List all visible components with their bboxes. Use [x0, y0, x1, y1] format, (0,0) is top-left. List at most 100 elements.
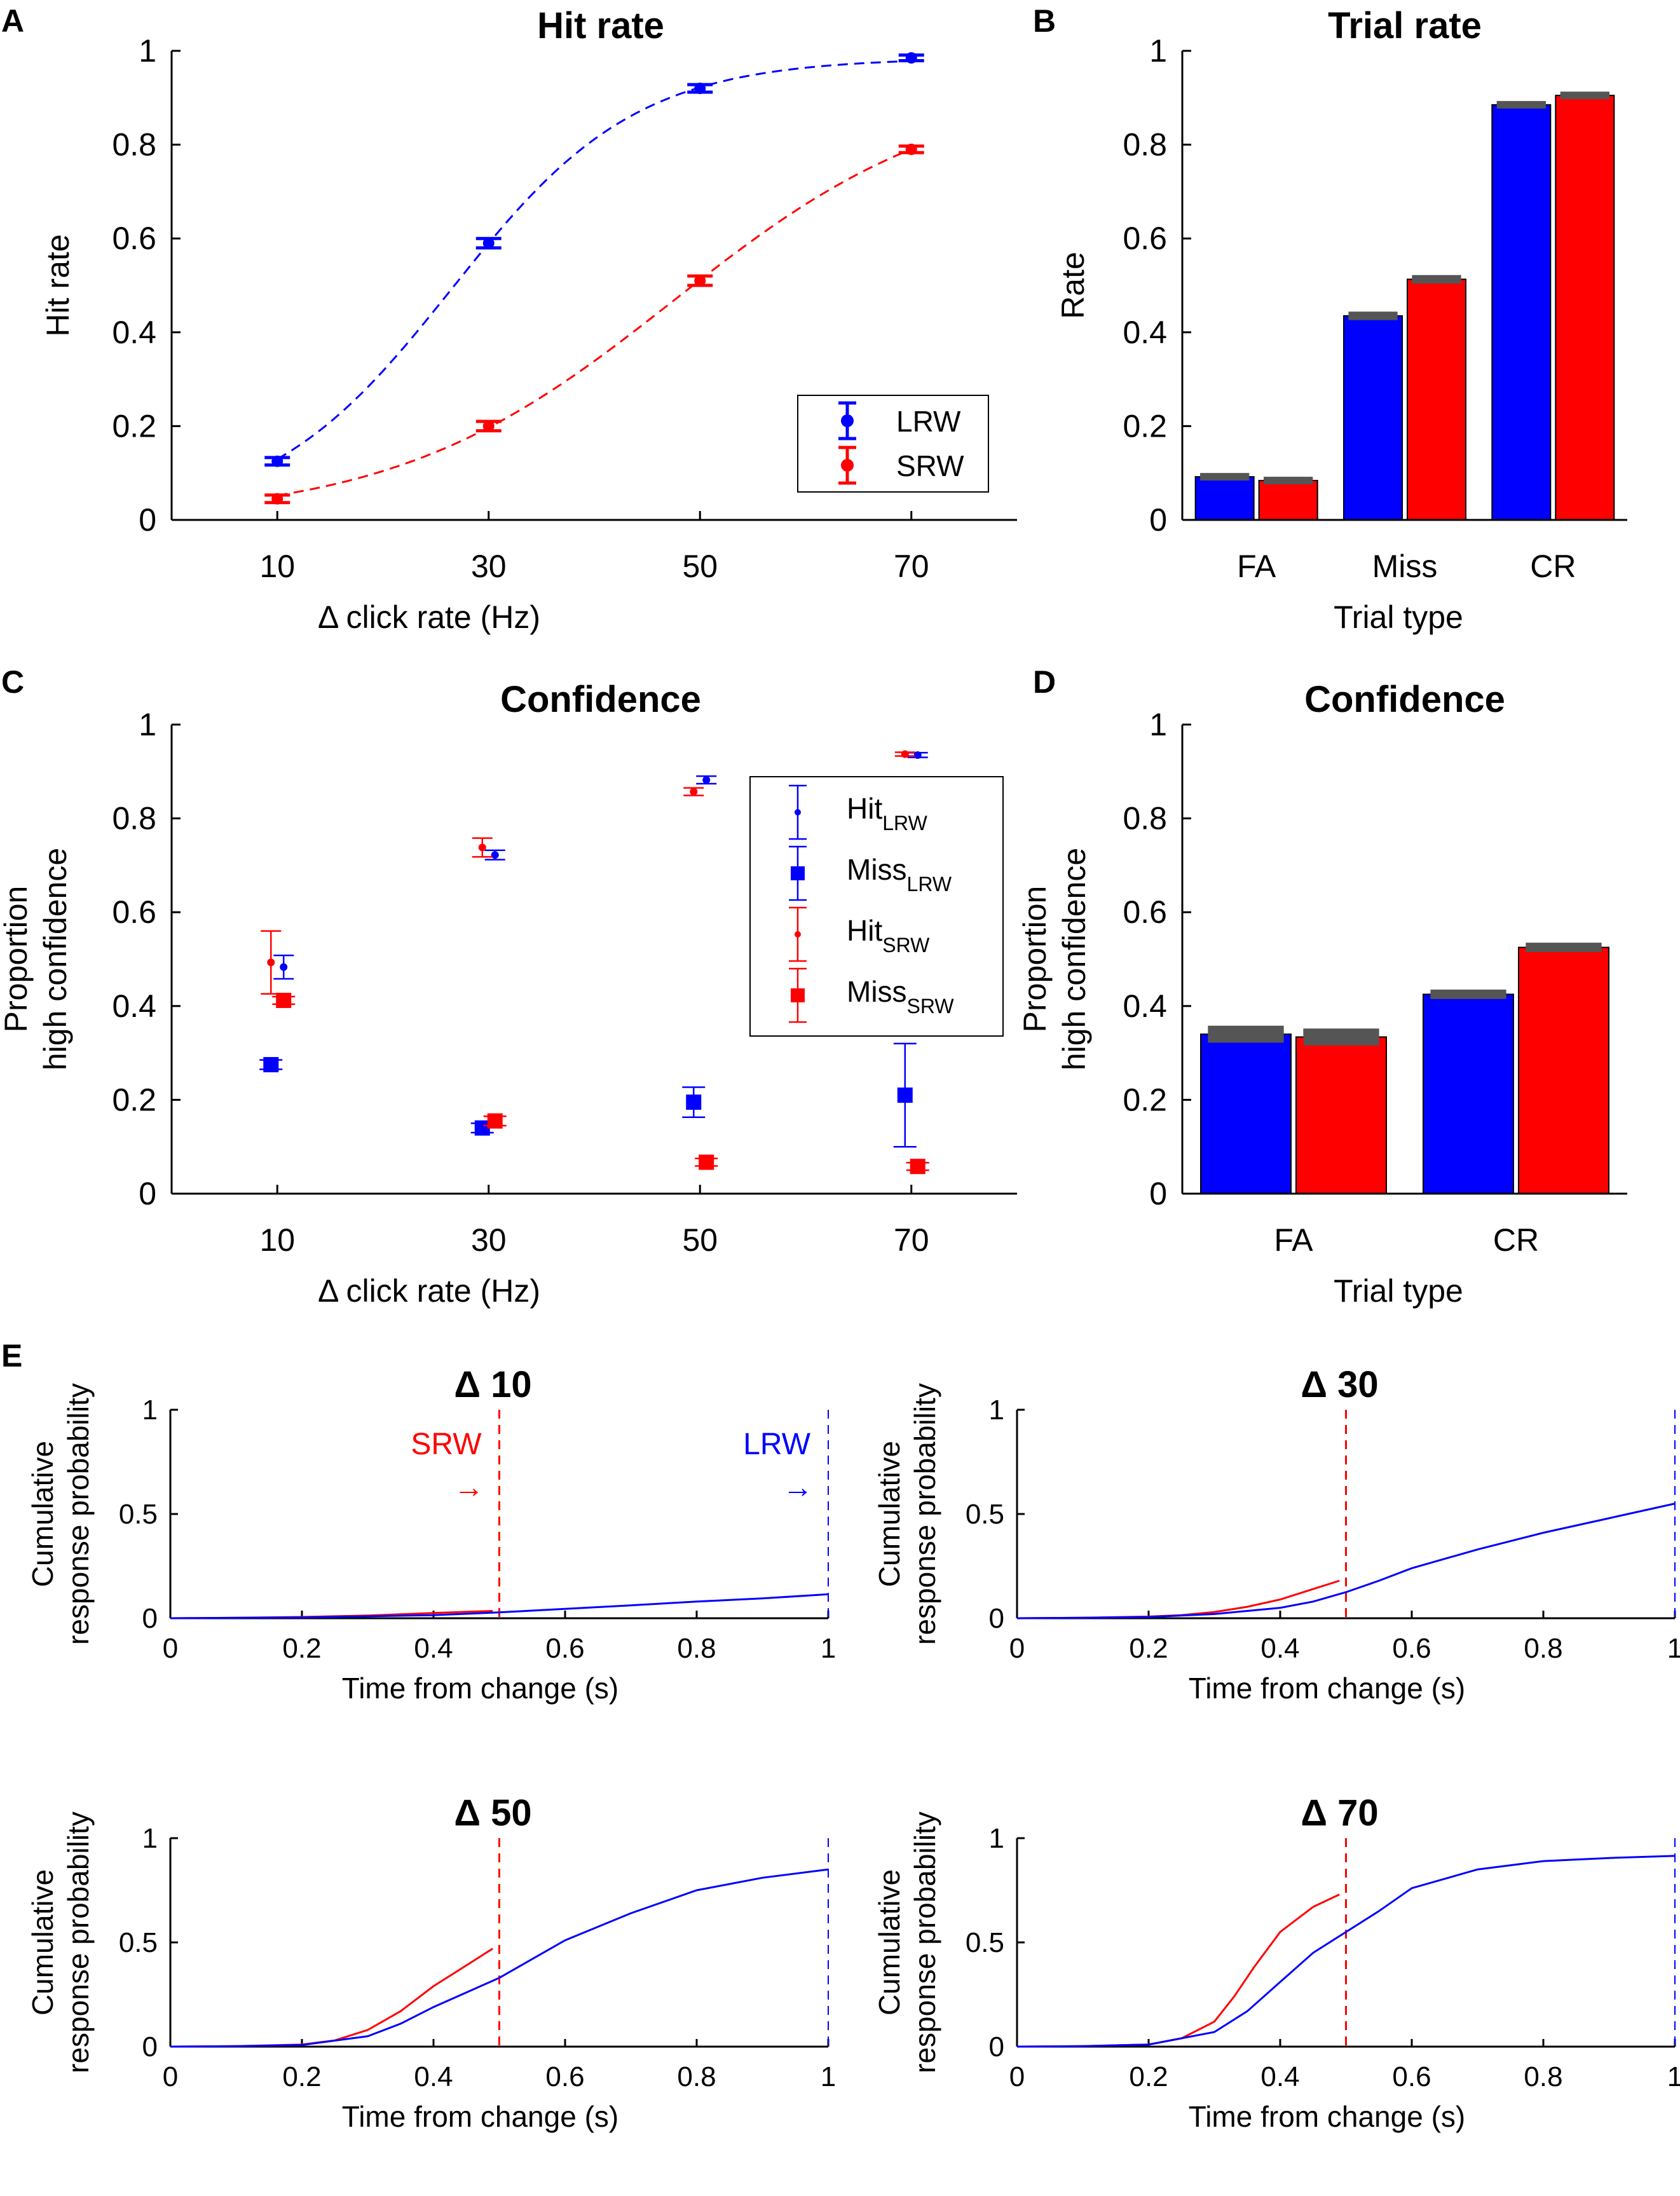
- y-tick-label: 0.4: [1123, 315, 1167, 350]
- y-tick-label: 0: [989, 2031, 1004, 2063]
- data-point-dot: [690, 788, 698, 796]
- x-tick-label: 30: [471, 1222, 507, 1258]
- cumulative-line-lrw: [1016, 1855, 1676, 2048]
- x-tick-label: 1: [1667, 2061, 1680, 2092]
- panel-letter-a: A: [1, 3, 24, 39]
- fit-curve-lrw: [277, 60, 912, 460]
- x-axis-label: Δ click rate (Hz): [318, 599, 540, 635]
- data-point-square: [276, 992, 292, 1008]
- y-tick-label: 1: [989, 1395, 1004, 1426]
- x-tick-label: 50: [682, 549, 718, 584]
- bar-lrw-miss: [1343, 315, 1403, 521]
- y-axis-label-line: Cumulative: [873, 1441, 906, 1587]
- y-tick-label: 0: [142, 1603, 158, 1634]
- data-point-dot: [905, 143, 917, 155]
- y-axis-label-line: Cumulative: [26, 1441, 59, 1587]
- x-tick-label: 0: [1009, 1633, 1025, 1664]
- data-point-square: [263, 1057, 279, 1073]
- bar-lrw-fa: [1200, 1033, 1292, 1194]
- y-axis-label-line: Proportion: [1017, 886, 1053, 1033]
- y-axis-label-line: response probability: [908, 1383, 941, 1645]
- bar-error-cap: [1303, 1028, 1379, 1046]
- series-lrw: [264, 52, 924, 467]
- cumulative-line-lrw: [170, 1868, 829, 2048]
- bar-error-cap: [1348, 311, 1398, 320]
- confidence-bar-chart: FA CR 0 0.2 0.4 0.6 0.8 1 Trial type Confidence Pr…: [1017, 679, 1627, 1309]
- bar-srw-cr: [1555, 95, 1615, 521]
- legend-label-main: Hit: [847, 792, 882, 825]
- y-tick-label: 0.5: [119, 1927, 158, 1958]
- annotation-lrw-label: LRW: [743, 1428, 810, 1461]
- chart-title: Confidence: [1304, 679, 1505, 720]
- cumulative-delta-50-chart: 0 0.5 1 0 0.2 0.4 0.6 0.8 1 Time from change (s) Δ…: [26, 1792, 836, 2133]
- x-axis-label: Time from change (s): [1189, 1672, 1465, 1705]
- data-point-dot: [491, 851, 499, 859]
- y-axis-label-line: Cumulative: [26, 1869, 59, 2015]
- series-srw: [264, 143, 924, 505]
- data-point-dot: [271, 455, 283, 467]
- bar-lrw-cr: [1423, 993, 1514, 1194]
- x-tick-label: 1: [1667, 1633, 1680, 1664]
- bar-error-cap: [1208, 1025, 1284, 1043]
- legend-marker-dot-srw: [841, 459, 854, 472]
- chart-title: Hit rate: [537, 5, 664, 46]
- y-tick-label: 0.5: [966, 1927, 1004, 1958]
- x-tick-label: 0.2: [282, 2061, 321, 2092]
- y-tick-label: 0.5: [966, 1499, 1004, 1530]
- x-tick-label: 0: [163, 2061, 178, 2092]
- y-axis-label-line: response probability: [62, 1383, 95, 1645]
- x-tick-label: 0.8: [677, 1633, 716, 1664]
- bar-error-cap: [1560, 92, 1609, 100]
- legend-label-sub: LRW: [882, 812, 927, 835]
- chart-title: Trial rate: [1328, 5, 1482, 46]
- legend-label-miss-lrw: MissLRW: [847, 853, 952, 896]
- x-tick-label: 50: [682, 1222, 718, 1258]
- legend-marker-dot-hit-srw: [795, 931, 801, 938]
- data-point-dot: [702, 776, 711, 784]
- x-tick-label: 10: [259, 549, 295, 584]
- y-tick-label: 0.8: [112, 127, 156, 163]
- chart-title: Δ 50: [454, 1792, 531, 1834]
- cumulative-line-lrw: [170, 1593, 829, 1620]
- annotation-lrw-arrow: →: [782, 1471, 813, 1504]
- panel-letter-b: B: [1033, 3, 1056, 39]
- x-tick-label: 0.6: [1392, 1633, 1431, 1664]
- series-miss-srw: [272, 992, 929, 1175]
- x-tick-label: 10: [259, 1222, 295, 1258]
- x-tick-label: 0.2: [1129, 1633, 1168, 1664]
- x-axis-label: Time from change (s): [342, 2100, 618, 2133]
- y-tick-label: 0: [989, 1603, 1004, 1634]
- x-tick-label: 0.2: [282, 1633, 321, 1664]
- y-tick-label: 0.4: [112, 988, 156, 1024]
- x-tick-label: CR: [1530, 549, 1576, 584]
- legend-label-sub: SRW: [907, 995, 955, 1018]
- x-tick-label: CR: [1493, 1222, 1539, 1258]
- bar-error-cap: [1430, 989, 1506, 999]
- x-axis-label: Time from change (s): [342, 1672, 618, 1705]
- legend-label-sub: SRW: [882, 934, 930, 957]
- series-hit-srw: [261, 750, 915, 995]
- y-tick-label: 0.2: [112, 408, 156, 444]
- x-tick-label: 0.8: [1524, 2061, 1562, 2092]
- y-axis-label-line: high confidence: [38, 848, 73, 1070]
- x-tick-label: 0.8: [677, 2061, 716, 2092]
- x-tick-label: 0.6: [1392, 2061, 1431, 2092]
- x-tick-label: FA: [1274, 1222, 1313, 1258]
- x-tick-label: 0.2: [1129, 2061, 1168, 2092]
- legend-marker-square-miss-lrw: [791, 866, 805, 880]
- bar-error-cap: [1412, 275, 1461, 284]
- chart-title: Δ 10: [454, 1364, 531, 1405]
- data-point-square: [686, 1095, 702, 1110]
- data-point-dot: [482, 420, 495, 432]
- hit-rate-chart: 0 0.2 0.4 0.6 0.8 1 10 30 50 70 Δ click rate (Hz) H…: [40, 5, 1017, 635]
- bar-srw-fa: [1295, 1036, 1387, 1195]
- cumulative-delta-70-chart: 0 0.5 1 0 0.2 0.4 0.6 0.8 1 Time from change (s) Δ…: [873, 1792, 1680, 2133]
- x-tick-label: 0.6: [545, 2061, 584, 2092]
- bar-srw-cr: [1518, 946, 1609, 1195]
- legend-label-main: Hit: [847, 914, 882, 947]
- legend-label-miss-srw: MissSRW: [847, 975, 954, 1018]
- x-axis-label: Time from change (s): [1189, 2100, 1465, 2133]
- data-point-dot: [694, 275, 706, 287]
- y-tick-label: 0.6: [112, 221, 156, 256]
